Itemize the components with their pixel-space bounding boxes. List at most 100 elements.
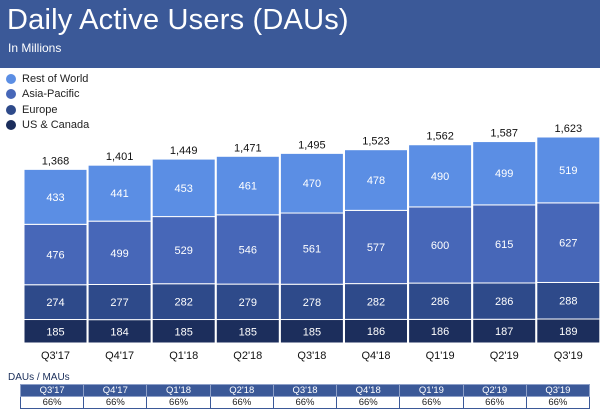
data-label: 561: [303, 244, 321, 256]
bar-segment-europe: [408, 282, 473, 320]
bar-segment-europe: [279, 283, 344, 321]
table-value-cell: 66%: [399, 396, 464, 409]
bar-segment-europe: [472, 282, 537, 320]
x-tick-label: Q1'18: [169, 350, 198, 362]
bar-segment-rest-of-world: [472, 141, 537, 206]
total-label: 1,623: [555, 123, 583, 135]
x-tick-label: Q3'17: [41, 350, 70, 362]
data-label: 184: [110, 326, 128, 338]
bar-segment-europe: [344, 283, 408, 320]
bar-segment-europe: [87, 283, 152, 321]
legend-swatch: [6, 73, 16, 84]
dau-mau-value-row: 66% 66% 66% 66% 66% 66% 66% 66% 66%: [19, 396, 591, 409]
table-header-cell: Q4'17: [83, 384, 148, 397]
table-value-cell: 66%: [83, 396, 148, 409]
stacked-bar-chart: 185 274 476 433 1,368 Q3'17 184 277 499 441 1,401 Q…: [23, 123, 600, 362]
table-header-cell: Q3'19: [525, 384, 591, 397]
x-tick-label: Q3'18: [297, 350, 326, 362]
data-label: 577: [367, 242, 385, 254]
bar-segment-rest-of-world: [87, 164, 152, 222]
legend-item-us-canada: US & Canada: [6, 118, 89, 134]
legend-swatch: [6, 120, 16, 131]
data-label: 529: [175, 245, 193, 257]
x-tick-label: Q2'18: [233, 350, 262, 362]
bar-segment-asia-pacific: [279, 212, 344, 285]
table-value-cell: 66%: [209, 396, 274, 409]
data-label: 185: [303, 326, 321, 338]
x-tick-label: Q1'19: [426, 350, 455, 362]
data-label: 186: [367, 326, 385, 338]
total-label: 1,471: [234, 142, 262, 154]
data-label: 433: [46, 192, 64, 204]
data-label: 476: [46, 250, 64, 262]
dau-mau-table: Q3'17 Q4'17 Q1'18 Q2'18 Q3'18 Q4'18 Q1'1…: [19, 384, 591, 409]
bar-segment-asia-pacific: [472, 204, 537, 284]
total-label: 1,401: [106, 151, 134, 163]
bar-segment-asia-pacific: [87, 220, 152, 285]
data-label: 441: [110, 188, 128, 200]
legend-label: Rest of World: [22, 72, 89, 85]
table-header-cell: Q2'18: [209, 384, 274, 397]
legend-item-rest-of-world: Rest of World: [6, 71, 89, 87]
legend-item-europe: Europe: [6, 102, 89, 118]
total-label: 1,368: [42, 155, 70, 167]
data-label: 186: [431, 326, 449, 338]
table-header-cell: Q1'19: [399, 384, 464, 397]
data-label: 627: [559, 238, 577, 250]
table-header-cell: Q4'18: [336, 384, 401, 397]
chart-legend: Rest of World Asia-Pacific Europe US & C…: [6, 71, 89, 133]
dau-mau-table-label: DAUs / MAUs: [8, 372, 70, 383]
bar-segment-asia-pacific: [151, 216, 216, 285]
data-label: 478: [367, 175, 385, 187]
data-label: 288: [559, 296, 577, 308]
total-label: 1,449: [170, 145, 198, 157]
data-label: 274: [46, 297, 64, 309]
total-label: 1,523: [362, 136, 390, 148]
bar-segment-asia-pacific: [344, 209, 408, 285]
table-header-cell: Q3'17: [19, 384, 85, 397]
x-tick-label: Q3'19: [554, 350, 583, 362]
table-value-cell: 66%: [336, 396, 401, 409]
bar-segment-rest-of-world: [408, 144, 473, 208]
data-label: 615: [495, 239, 513, 251]
data-label: 600: [431, 240, 449, 252]
data-label: 499: [110, 248, 128, 260]
bar-segment-rest-of-world: [536, 136, 600, 204]
bar-segment-europe: [151, 283, 216, 321]
data-label: 470: [303, 178, 321, 190]
data-label: 187: [495, 326, 513, 338]
table-header-cell: Q3'18: [272, 384, 338, 397]
bar-segment-asia-pacific: [215, 214, 280, 285]
page-subtitle: In Millions: [8, 41, 62, 55]
bar-segment-asia-pacific: [23, 223, 88, 286]
total-label: 1,562: [426, 131, 454, 143]
data-label: 282: [367, 296, 385, 308]
legend-label: Europe: [22, 103, 58, 116]
total-label: 1,587: [490, 128, 518, 140]
header-banner: Daily Active Users (DAUs) In Millions: [0, 0, 600, 68]
data-label: 277: [110, 297, 128, 309]
data-label: 286: [431, 296, 449, 308]
table-value-cell: 66%: [462, 396, 527, 409]
total-label: 1,495: [298, 139, 326, 151]
legend-item-asia-pacific: Asia-Pacific: [6, 87, 89, 103]
data-label: 189: [559, 326, 577, 338]
data-label: 519: [559, 165, 577, 177]
data-label: 282: [175, 297, 193, 309]
bar-segment-asia-pacific: [408, 206, 473, 284]
bar-segment-rest-of-world: [151, 158, 216, 218]
legend-label: Asia-Pacific: [22, 88, 80, 101]
bar-segment-europe: [215, 283, 280, 321]
bar-segment-europe: [536, 281, 600, 320]
data-label: 278: [303, 297, 321, 309]
x-tick-label: Q4'18: [361, 350, 390, 362]
bar-segment-europe: [23, 284, 88, 321]
x-tick-label: Q4'17: [105, 350, 134, 362]
x-tick-label: Q2'19: [490, 350, 519, 362]
legend-swatch: [6, 104, 16, 115]
data-label: 185: [46, 326, 64, 338]
data-label: 185: [239, 326, 257, 338]
table-value-cell: 66%: [272, 396, 338, 409]
data-label: 286: [495, 296, 513, 308]
table-header-cell: Q1'18: [146, 384, 211, 397]
